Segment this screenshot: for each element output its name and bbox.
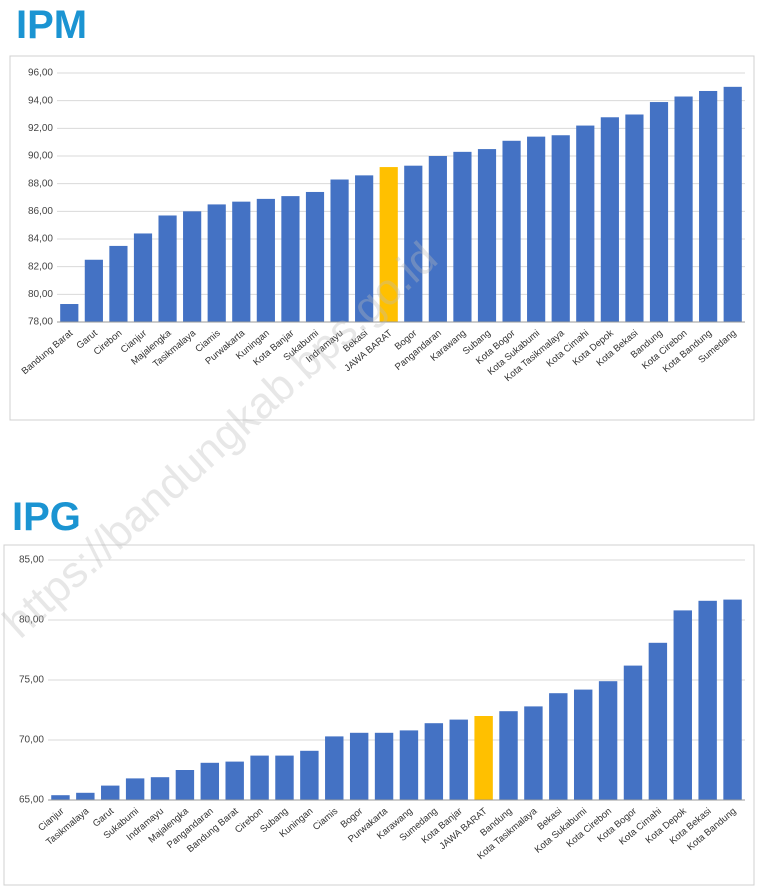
x-tick-label: Cirebon [92, 328, 125, 358]
bar [699, 90, 718, 322]
x-tick-label: Bandung Barat [20, 328, 76, 377]
bar [600, 117, 619, 323]
bar [275, 755, 294, 800]
bar [648, 642, 668, 800]
bar [51, 795, 70, 800]
bar [379, 167, 398, 322]
bar [325, 736, 344, 800]
bar [723, 599, 742, 800]
y-tick-label: 65,00 [19, 795, 44, 806]
bar [524, 706, 543, 800]
bar [698, 600, 717, 800]
bar [527, 136, 546, 322]
bar [723, 86, 742, 322]
y-tick-label: 90,00 [28, 151, 53, 162]
bar [502, 140, 521, 322]
bar [125, 778, 145, 800]
bar [175, 770, 195, 800]
y-tick-label: 92,00 [28, 123, 53, 134]
y-tick-label: 96,00 [28, 68, 53, 79]
y-tick-label: 80,00 [19, 615, 44, 626]
y-tick-label: 86,00 [28, 206, 53, 217]
bar [232, 201, 251, 322]
bar [573, 689, 593, 800]
bar [674, 96, 693, 323]
bar [549, 693, 568, 800]
bar [60, 304, 79, 322]
y-tick-label: 82,00 [28, 261, 53, 272]
charts: 78,00 80,00 82,00 84,00 86,00 88,00 90,00 92,00… [19, 68, 745, 862]
bar [76, 792, 95, 800]
y-tick-label: 75,00 [19, 675, 44, 686]
bar [305, 191, 325, 322]
bar [649, 102, 669, 322]
chart-title: IPG [12, 495, 81, 539]
bar [673, 610, 692, 800]
y-tick-label: 88,00 [28, 178, 53, 189]
y-tick-label: 78,00 [28, 317, 53, 328]
bar [349, 732, 369, 800]
bar [374, 732, 394, 800]
x-tick-label: Ciamis [311, 806, 340, 833]
bar [207, 204, 226, 322]
bar [399, 730, 419, 800]
bar [625, 114, 644, 322]
bar [330, 179, 349, 322]
bar [404, 165, 423, 322]
bar [598, 681, 618, 800]
bar [109, 245, 128, 322]
bar [200, 762, 220, 800]
bar [183, 211, 202, 322]
y-tick-label: 85,00 [19, 555, 44, 566]
bar [477, 149, 497, 322]
chart-frame [3, 544, 755, 886]
chart-title: IPM [16, 3, 87, 47]
bar [256, 198, 275, 322]
y-tick-label: 70,00 [19, 735, 44, 746]
bar [428, 156, 447, 322]
bar [623, 665, 643, 800]
bar [576, 125, 595, 322]
bar [281, 196, 300, 322]
y-tick-label: 94,00 [28, 95, 53, 106]
bar [158, 215, 177, 322]
bar [355, 175, 374, 322]
bar [133, 233, 153, 322]
y-tick-label: 80,00 [28, 289, 53, 300]
bar [424, 723, 444, 800]
bar [551, 135, 570, 322]
y-tick-label: 84,00 [28, 234, 53, 245]
bar [150, 777, 170, 800]
chart-frame [9, 55, 755, 421]
bar [453, 151, 472, 322]
bar [84, 259, 103, 322]
bar [300, 750, 319, 800]
bar [101, 785, 120, 800]
bar [225, 761, 244, 800]
bar [250, 755, 269, 800]
bar [499, 711, 518, 800]
bar [449, 719, 468, 800]
bar [474, 716, 493, 800]
